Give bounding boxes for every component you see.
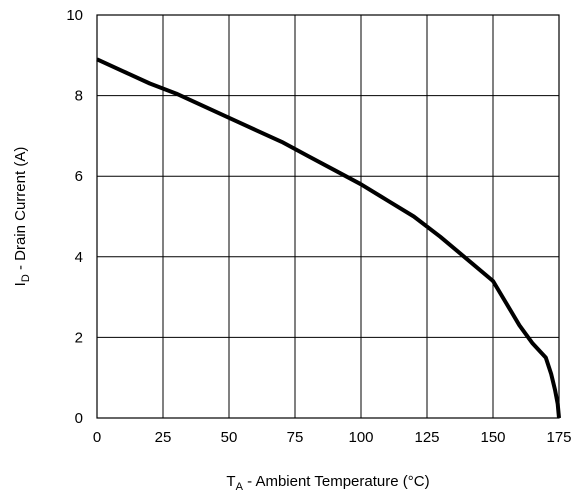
y-tick-label: 4 [75, 249, 83, 266]
x-axis-title: TA - Ambient Temperature (°C) [226, 473, 429, 493]
y-tick-label: 2 [75, 329, 83, 346]
x-tick-label: 0 [93, 429, 101, 446]
y-tick-label: 8 [75, 88, 83, 105]
y-tick-label: 0 [75, 410, 83, 427]
drain-current-curve [96, 57, 561, 419]
x-axis-title-rest: - Ambient Temperature (°C) [243, 473, 430, 490]
y-axis-title-sub: D [20, 274, 32, 282]
series-layer [96, 57, 561, 419]
y-axis-title-main: I [12, 282, 29, 286]
plot-frame [96, 14, 560, 419]
y-tick-label: 10 [66, 7, 83, 24]
x-axis-title-main: T [226, 473, 235, 490]
y-axis-title-rest: - Drain Current (A) [12, 147, 29, 275]
x-tick-label: 25 [155, 429, 172, 446]
x-tick-label: 75 [287, 429, 304, 446]
grid [96, 14, 560, 419]
y-tick-label: 6 [75, 168, 83, 185]
x-tick-label: 50 [221, 429, 238, 446]
x-tick-label: 150 [480, 429, 505, 446]
x-tick-label: 100 [348, 429, 373, 446]
x-tick-label: 125 [414, 429, 439, 446]
x-tick-label: 175 [546, 429, 571, 446]
y-tick-labels: 0 2 4 6 8 10 [66, 7, 83, 427]
y-axis-title: ID - Drain Current (A) [12, 147, 32, 287]
x-axis-title-sub: A [236, 481, 244, 493]
x-tick-labels: 0 25 50 75 100 125 150 175 [93, 429, 572, 446]
